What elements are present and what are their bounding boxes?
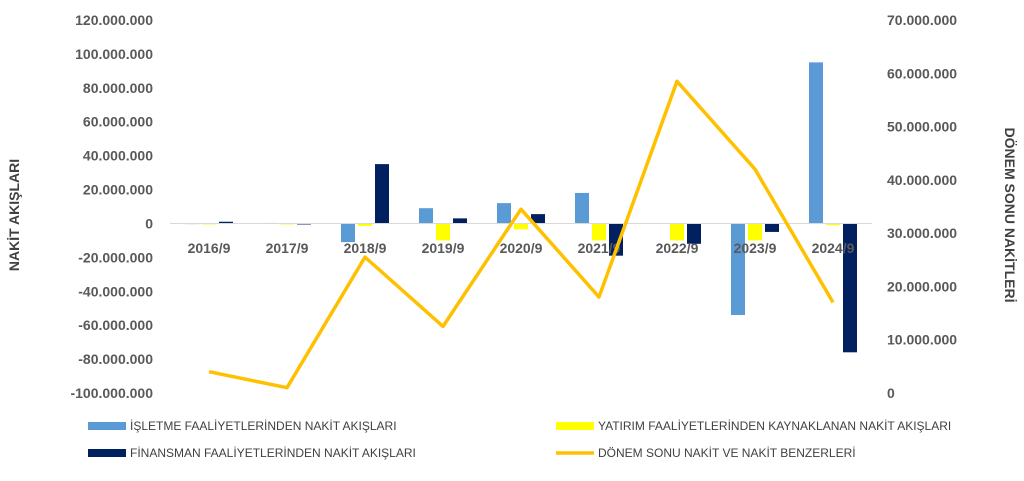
bar-1-2021-9 xyxy=(575,192,589,224)
category-label: 2022/9 xyxy=(656,240,699,256)
bar-3-2023-9 xyxy=(765,223,779,232)
y2-tick-label: 20.000.000 xyxy=(887,278,957,294)
bar-3-2016-9 xyxy=(219,221,233,224)
y-tick-label: 80.000.000 xyxy=(83,80,153,96)
legend-label: FİNANSMAN FAALİYETLERİNDEN NAKİT AKIŞLAR… xyxy=(130,446,416,460)
bar-2-2018-9 xyxy=(358,223,372,226)
category-label: 2024/9 xyxy=(812,240,855,256)
bar-1-2018-9 xyxy=(341,223,355,243)
legend-item: FİNANSMAN FAALİYETLERİNDEN NAKİT AKIŞLAR… xyxy=(88,446,416,460)
y-tick-label: -40.000.000 xyxy=(78,283,153,299)
bar-2-2023-9 xyxy=(748,223,762,241)
legend-label: İŞLETME FAALİYETLERİNDEN NAKİT AKIŞLARI xyxy=(130,419,397,433)
legend-item: DÖNEM SONU NAKİT VE NAKİT BENZERLERİ xyxy=(556,446,856,460)
bar-1-2020-9 xyxy=(497,203,511,224)
line-cash-end-of-period xyxy=(208,79,835,390)
category-label: 2023/9 xyxy=(734,240,777,256)
bar-2-2021-9 xyxy=(592,223,606,241)
bar-1-2024-9 xyxy=(809,62,823,224)
legend-label: YATIRIM FAALİYETLERİNDEN KAYNAKLANAN NAK… xyxy=(598,419,951,433)
y2-tick-label: 50.000.000 xyxy=(887,119,957,135)
bar-3-2022-9 xyxy=(687,223,701,244)
line-series-group xyxy=(208,79,835,390)
y2-tick-label: 70.000.000 xyxy=(887,12,957,28)
bar-2-2020-9 xyxy=(514,223,528,230)
category-labels: 2016/9 2017/9 2018/9 2019/9 2020/9 2021/9 2022… xyxy=(188,240,855,256)
y-tick-label: 100.000.000 xyxy=(75,46,153,62)
category-label: 2019/9 xyxy=(422,240,465,256)
bar-2-2019-9 xyxy=(436,223,450,241)
bar-3-2019-9 xyxy=(453,218,467,224)
bar-3-2020-9 xyxy=(531,214,545,224)
bar-3-2018-9 xyxy=(375,164,389,224)
legend: İŞLETME FAALİYETLERİNDEN NAKİT AKIŞLARI Y… xyxy=(88,419,951,460)
y-tick-label: 0 xyxy=(145,215,153,231)
y2-tick-label: 10.000.000 xyxy=(887,332,957,348)
legend-item: İŞLETME FAALİYETLERİNDEN NAKİT AKIŞLARI xyxy=(88,419,397,433)
bar-2-2022-9 xyxy=(670,223,684,241)
category-label: 2017/9 xyxy=(266,240,309,256)
bar-1-2023-9 xyxy=(731,223,745,316)
category-label: 2021/9 xyxy=(578,240,621,256)
y2-axis-title: DÖNEM SONU NAKİTLERİ xyxy=(1002,128,1018,303)
y2-tick-label: 60.000.000 xyxy=(887,65,957,81)
bar-2-2024-9 xyxy=(826,223,840,226)
y-tick-label: 60.000.000 xyxy=(83,114,153,130)
legend-item: YATIRIM FAALİYETLERİNDEN KAYNAKLANAN NAK… xyxy=(556,419,951,433)
category-label: 2020/9 xyxy=(500,240,543,256)
y-tick-label: 120.000.000 xyxy=(75,12,153,28)
y-tick-label: -100.000.000 xyxy=(70,385,153,401)
y2-tick-label: 30.000.000 xyxy=(887,225,957,241)
y-axis-title: NAKİT AKIŞLARI xyxy=(6,159,22,271)
bar-1-2019-9 xyxy=(419,208,433,224)
bar-3-2021-9 xyxy=(609,223,623,256)
legend-swatch xyxy=(88,422,126,430)
y-tick-label: 40.000.000 xyxy=(83,148,153,164)
y-tick-label: -60.000.000 xyxy=(78,317,153,333)
y-tick-label: 20.000.000 xyxy=(83,182,153,198)
bar-series-group xyxy=(185,62,857,353)
bar-3-2024-9 xyxy=(843,223,857,353)
left-axis-ticks: 120.000.000 100.000.000 80.000.000 60.000.0… xyxy=(70,12,153,401)
y2-tick-label: 40.000.000 xyxy=(887,172,957,188)
y-tick-label: -20.000.000 xyxy=(78,249,153,265)
category-label: 2016/9 xyxy=(188,240,231,256)
legend-label: DÖNEM SONU NAKİT VE NAKİT BENZERLERİ xyxy=(598,446,856,460)
legend-swatch xyxy=(556,422,594,430)
category-label: 2018/9 xyxy=(344,240,387,256)
y2-tick-label: 0 xyxy=(887,385,895,401)
y-tick-label: -80.000.000 xyxy=(78,351,153,367)
right-axis-ticks: 70.000.000 60.000.000 50.000.000 40.000.000… xyxy=(887,12,957,401)
legend-swatch xyxy=(88,449,126,457)
